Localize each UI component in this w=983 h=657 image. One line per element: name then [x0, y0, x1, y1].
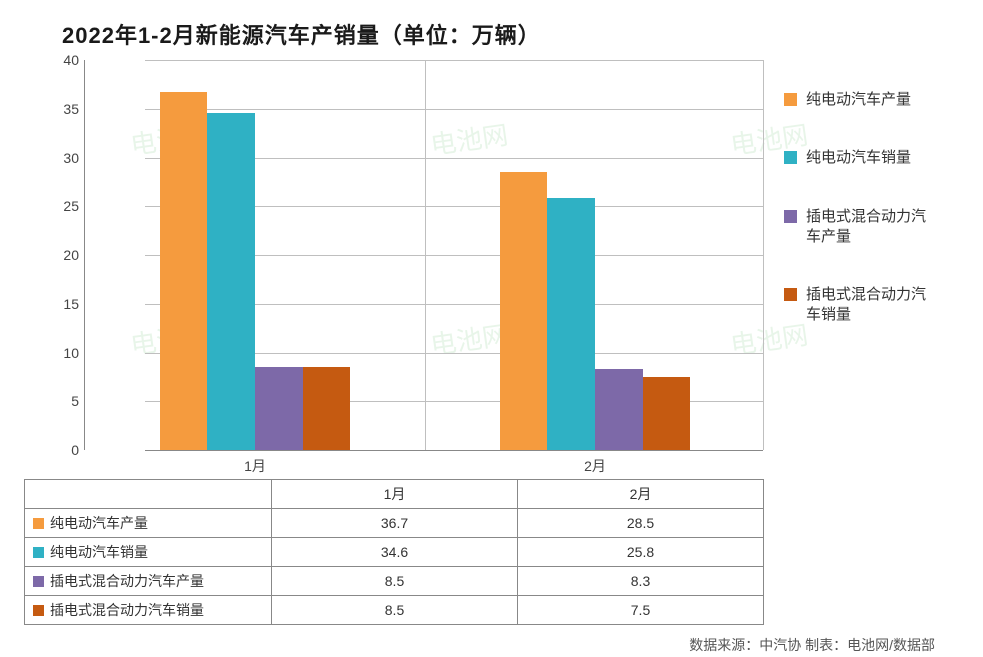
row-swatch [33, 518, 44, 529]
row-label: 纯电动汽车销量 [50, 542, 148, 562]
bar-bev_sales [547, 198, 595, 450]
legend: 纯电动汽车产量纯电动汽车销量插电式混合动力汽车产量插电式混合动力汽车销量 [784, 90, 944, 364]
y-tick-label: 10 [39, 345, 85, 361]
legend-label: 纯电动汽车销量 [806, 148, 911, 168]
legend-item: 纯电动汽车销量 [784, 148, 944, 168]
y-tick-label: 5 [39, 393, 85, 409]
legend-swatch [784, 151, 797, 164]
legend-swatch [784, 210, 797, 223]
bar-bev_prod [500, 172, 548, 450]
legend-swatch [784, 93, 797, 106]
table-cell: 7.5 [518, 596, 764, 625]
table-cell: 纯电动汽车产量 [25, 509, 272, 538]
table-header-cell: 1月 [272, 480, 518, 509]
bar-phev_prod [595, 369, 643, 450]
table-row: 插电式混合动力汽车销量 8.57.5 [25, 596, 764, 625]
x-tick-label: 2月 [584, 456, 606, 476]
legend-label: 纯电动汽车产量 [806, 90, 911, 110]
table-cell: 插电式混合动力汽车销量 [25, 596, 272, 625]
source-note: 数据来源：中汽协 制表：电池网/数据部 [24, 635, 935, 655]
table-cell: 28.5 [518, 509, 764, 538]
row-swatch [33, 547, 44, 558]
chart-title: 2022年1-2月新能源汽车产销量（单位：万辆） [62, 18, 959, 50]
gridline [145, 60, 763, 61]
table-cell: 纯电动汽车销量 [25, 538, 272, 567]
plot-area: 05101520253035401月2月 [24, 60, 764, 480]
data-table: 1月2月纯电动汽车产量36.728.5纯电动汽车销量34.625.8插电式混合动… [24, 479, 764, 625]
bar-bev_sales [207, 113, 255, 450]
x-tick-label: 1月 [244, 456, 266, 476]
row-swatch [33, 605, 44, 616]
y-tick-label: 35 [39, 101, 85, 117]
table-cell: 34.6 [272, 538, 518, 567]
table-header-cell [25, 480, 272, 509]
gridline [145, 109, 763, 110]
bar-phev_sales [643, 377, 691, 450]
bar-phev_prod [255, 367, 303, 450]
chart-area: 05101520253035401月2月 [84, 60, 764, 450]
y-tick-label: 20 [39, 247, 85, 263]
y-tick-label: 0 [39, 442, 85, 458]
table-cell: 36.7 [272, 509, 518, 538]
table-cell: 25.8 [518, 538, 764, 567]
table-header-cell: 2月 [518, 480, 764, 509]
legend-label: 插电式混合动力汽车销量 [806, 285, 926, 326]
legend-label: 插电式混合动力汽车产量 [806, 207, 926, 248]
legend-item: 插电式混合动力汽车产量 [784, 207, 944, 248]
row-swatch [33, 576, 44, 587]
table-row: 插电式混合动力汽车产量 8.58.3 [25, 567, 764, 596]
table-row: 纯电动汽车产量 36.728.5 [25, 509, 764, 538]
legend-item: 纯电动汽车产量 [784, 90, 944, 110]
y-tick-label: 15 [39, 296, 85, 312]
y-tick-label: 30 [39, 150, 85, 166]
table-cell: 8.5 [272, 567, 518, 596]
chart-container: 电池网 电池网 电池网 电池网 电池网 电池网 2022年1-2月新能源汽车产销… [0, 0, 983, 657]
row-label: 插电式混合动力汽车销量 [50, 600, 204, 620]
category-divider [425, 60, 426, 450]
y-tick-label: 40 [39, 52, 85, 68]
legend-item: 插电式混合动力汽车销量 [784, 285, 944, 326]
table-row: 纯电动汽车销量 34.625.8 [25, 538, 764, 567]
legend-swatch [784, 288, 797, 301]
table-cell: 插电式混合动力汽车产量 [25, 567, 272, 596]
row-label: 纯电动汽车产量 [50, 513, 148, 533]
y-tick-label: 25 [39, 198, 85, 214]
row-label: 插电式混合动力汽车产量 [50, 571, 204, 591]
table-cell: 8.3 [518, 567, 764, 596]
plot-wrapper: 05101520253035401月2月 纯电动汽车产量纯电动汽车销量插电式混合… [24, 60, 959, 480]
gridline [145, 450, 763, 451]
table-cell: 8.5 [272, 596, 518, 625]
bar-bev_prod [160, 92, 208, 450]
bar-phev_sales [303, 367, 351, 450]
